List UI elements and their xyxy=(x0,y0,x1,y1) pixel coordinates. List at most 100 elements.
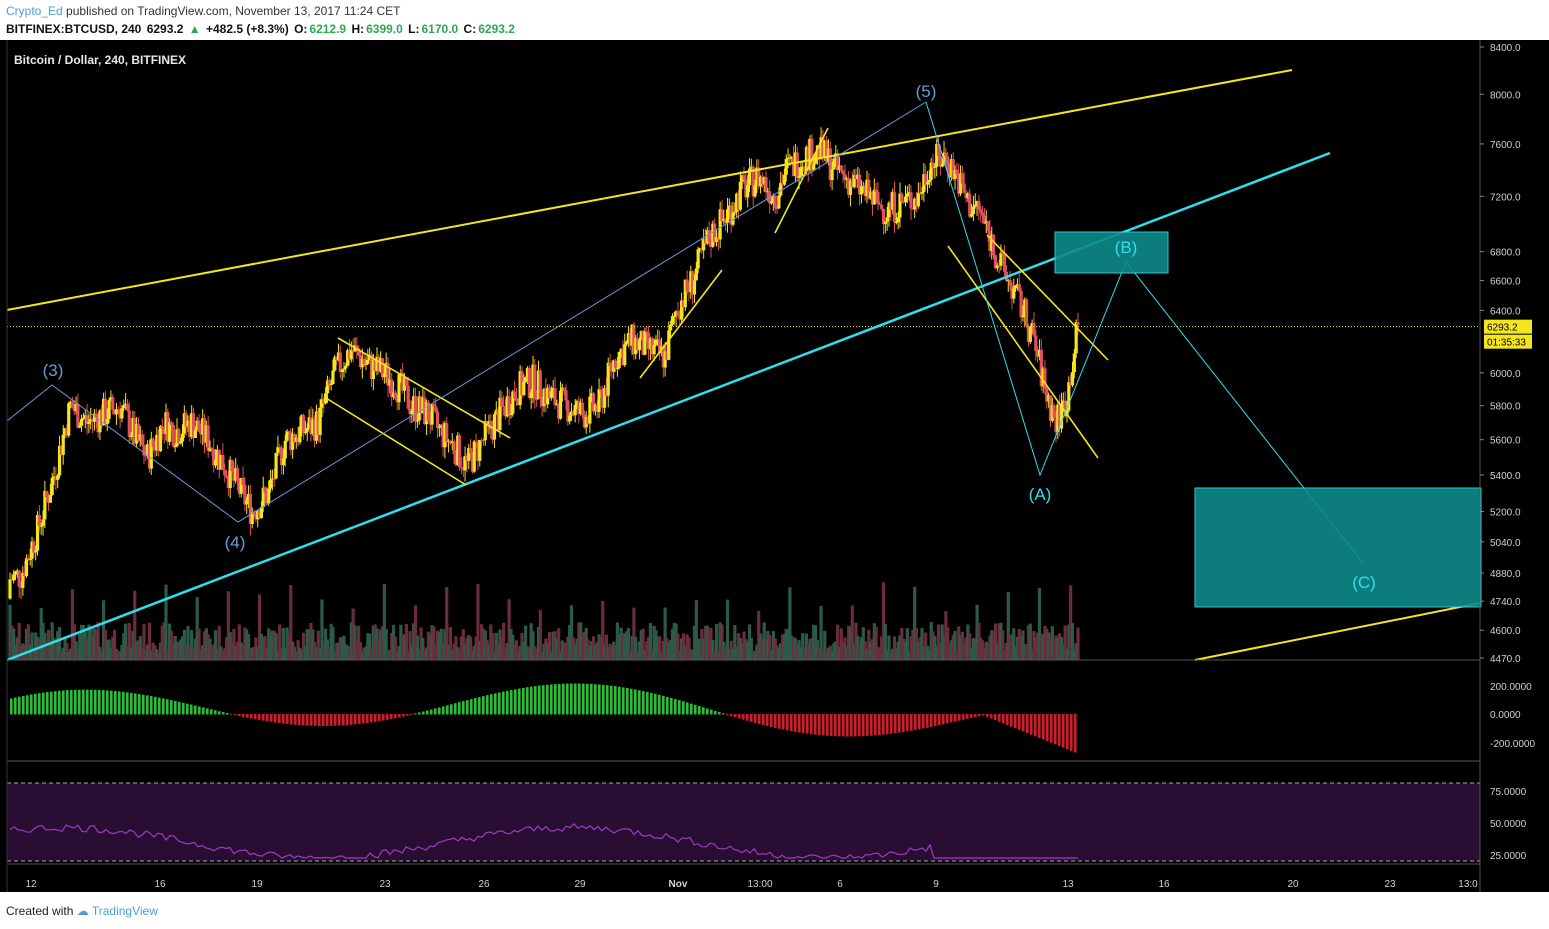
macd-bar xyxy=(886,714,889,735)
volume-bar xyxy=(223,648,227,660)
volume-bar xyxy=(450,649,454,660)
volume-bar xyxy=(142,624,146,660)
price-chart[interactable]: (3)(4)(5)(A)(B)(C) 8400.08000.07600.0720… xyxy=(0,40,1549,892)
candle-body xyxy=(1069,382,1073,386)
volume-bar xyxy=(426,631,430,660)
candle-body xyxy=(591,393,596,412)
volume-bar xyxy=(129,647,133,660)
candle-body xyxy=(402,378,407,391)
volume-bar xyxy=(586,639,590,660)
candle-body xyxy=(197,420,201,433)
macd-bar xyxy=(834,714,837,737)
candle-body xyxy=(670,316,675,325)
volume-bar xyxy=(349,622,353,660)
macd-bar xyxy=(1018,714,1021,730)
volume-bar xyxy=(500,635,504,660)
candle-body xyxy=(494,409,498,415)
macd-bar xyxy=(186,703,189,715)
candle-body xyxy=(876,192,880,205)
candle-body xyxy=(366,360,370,364)
candle-body xyxy=(815,145,820,157)
volume-bar xyxy=(217,625,221,660)
volume-bar xyxy=(305,629,309,660)
candle-body xyxy=(491,429,495,440)
macd-bar xyxy=(530,686,533,715)
candle-body xyxy=(492,414,497,440)
volume-bar xyxy=(819,605,823,660)
candle-body xyxy=(784,159,788,175)
volume-bar xyxy=(569,605,574,660)
target-box-c xyxy=(1194,487,1482,608)
macd-bar xyxy=(934,714,937,727)
volume-bar xyxy=(325,639,330,660)
volume-bar xyxy=(584,627,588,660)
candle-body xyxy=(898,193,902,218)
candle-body xyxy=(186,420,190,427)
candle-body xyxy=(300,415,304,427)
volume-bar xyxy=(57,627,62,660)
candle-body xyxy=(26,558,30,560)
volume-bar xyxy=(155,649,159,660)
candle-body xyxy=(278,447,282,449)
tradingview-logo-icon[interactable]: ☁ xyxy=(76,904,89,918)
macd-bar xyxy=(602,684,605,715)
volume-bar xyxy=(722,641,726,660)
candle-body xyxy=(911,208,915,210)
volume-bar xyxy=(421,638,425,660)
candle-body xyxy=(268,479,273,489)
volume-bar xyxy=(175,641,179,660)
volume-bar xyxy=(547,631,552,660)
candle-body xyxy=(847,178,851,195)
volume-bar xyxy=(219,646,223,660)
macd-tick-label: 200.0000 xyxy=(1490,682,1532,693)
candle-body xyxy=(125,403,130,411)
volume-bar xyxy=(709,627,713,660)
volume-bar xyxy=(736,633,741,660)
macd-bar xyxy=(290,714,293,725)
macd-bar xyxy=(854,714,857,737)
candle-body xyxy=(821,137,825,158)
volume-bar xyxy=(852,643,856,660)
candle-body xyxy=(775,208,779,210)
volume-bar xyxy=(261,636,265,660)
candle-body xyxy=(78,425,82,428)
candle-body xyxy=(151,438,155,447)
candle-body xyxy=(891,192,895,210)
candle-body xyxy=(867,179,871,199)
volume-bar xyxy=(757,610,761,660)
candle-body xyxy=(658,339,662,354)
volume-bar xyxy=(298,647,302,660)
candle-body xyxy=(10,579,14,581)
volume-bar xyxy=(246,634,251,660)
candle-body xyxy=(138,434,142,441)
volume-bar xyxy=(10,625,14,660)
macd-bar xyxy=(938,714,941,726)
volume-bar xyxy=(738,638,742,660)
candle-body xyxy=(909,192,913,209)
volume-bar xyxy=(144,649,148,660)
macd-bar xyxy=(662,695,665,715)
volume-bar xyxy=(37,638,41,660)
volume-bar xyxy=(439,628,443,660)
volume-bar xyxy=(524,625,528,660)
volume-bar xyxy=(773,638,777,660)
author-link[interactable]: Crypto_Ed xyxy=(6,4,63,18)
tradingview-link[interactable]: TradingView xyxy=(91,904,158,918)
candle-body xyxy=(406,385,410,409)
candle-body xyxy=(164,412,168,434)
macd-bar xyxy=(346,714,349,726)
candle-body xyxy=(612,360,616,372)
volume-bar xyxy=(1054,635,1058,660)
candle-body xyxy=(63,428,67,435)
macd-bar xyxy=(790,714,793,732)
candle-body xyxy=(845,178,849,180)
volume-bar xyxy=(213,630,218,660)
macd-bar xyxy=(286,714,289,725)
macd-bar xyxy=(142,694,145,715)
candle-body xyxy=(450,441,454,444)
volume-bar xyxy=(865,649,869,660)
volume-bar xyxy=(423,650,427,660)
macd-bar xyxy=(166,699,169,715)
macd-bar xyxy=(582,683,585,715)
volume-bar xyxy=(384,628,388,660)
